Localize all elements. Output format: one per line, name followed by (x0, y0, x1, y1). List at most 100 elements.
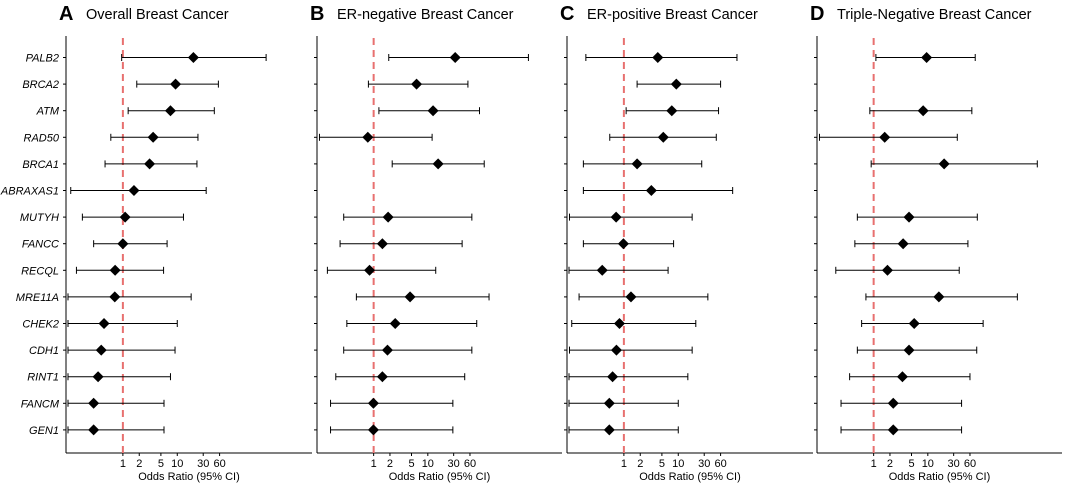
odds-ratio-marker (921, 52, 933, 63)
odds-ratio-marker (187, 52, 199, 63)
gene-label-rad50: RAD50 (24, 132, 60, 144)
odds-ratio-marker (908, 318, 920, 329)
odds-ratio-marker (903, 211, 915, 223)
panel-title: ER-positive Breast Cancer (587, 7, 758, 23)
x-tick-label: 30 (448, 458, 460, 470)
odds-ratio-marker (617, 238, 629, 250)
odds-ratio-marker (881, 264, 893, 276)
odds-ratio-marker (887, 424, 899, 436)
odds-ratio-marker (607, 371, 619, 383)
odds-ratio-marker (128, 185, 140, 196)
odds-ratio-marker (666, 105, 678, 117)
x-tick-label: 1 (371, 458, 377, 470)
odds-ratio-marker (917, 105, 929, 117)
odds-ratio-marker (896, 371, 908, 383)
x-tick-label: 2 (387, 458, 393, 470)
odds-ratio-marker (109, 291, 121, 303)
odds-ratio-marker (98, 318, 110, 329)
x-tick-label: 5 (908, 458, 914, 470)
gene-label-mre11a: MRE11A (16, 292, 59, 304)
gene-label-abraxas1: ABRAXAS1 (0, 186, 59, 198)
odds-ratio-marker (897, 238, 909, 250)
odds-ratio-marker (144, 158, 156, 170)
x-tick-label: 5 (158, 458, 164, 470)
odds-ratio-marker (404, 291, 416, 303)
x-tick-label: 60 (964, 458, 976, 470)
panel-letter: B (310, 3, 324, 25)
x-axis-label: Odds Ratio (95% CI) (639, 471, 740, 483)
x-tick-label: 10 (422, 458, 434, 470)
x-tick-label: 30 (197, 458, 209, 470)
odds-ratio-marker (449, 52, 461, 63)
odds-ratio-marker (95, 344, 107, 356)
odds-ratio-marker (596, 264, 608, 276)
panel-c: C ER-positive Breast Cancer 1 2 5 10 30 60Odds … (560, 3, 813, 483)
panel-title: Overall Breast Cancer (86, 7, 229, 23)
gene-label-cdh1: CDH1 (29, 345, 59, 357)
x-axis-label: Odds Ratio (95% CI) (138, 471, 239, 483)
gene-label-gen1: GEN1 (29, 425, 59, 437)
odds-ratio-marker (411, 78, 423, 90)
odds-ratio-marker (381, 344, 393, 356)
x-tick-label: 1 (871, 458, 877, 470)
x-tick-label: 30 (698, 458, 710, 470)
odds-ratio-marker (613, 318, 625, 329)
odds-ratio-marker (610, 344, 622, 356)
odds-ratio-marker (903, 344, 915, 356)
gene-label-rint1: RINT1 (27, 372, 59, 384)
odds-ratio-marker (933, 291, 945, 303)
odds-ratio-marker (432, 158, 444, 170)
gene-label-fancc: FANCC (22, 239, 59, 251)
x-tick-label: 60 (714, 458, 726, 470)
gene-label-brca1: BRCA1 (22, 159, 59, 171)
odds-ratio-marker (625, 291, 637, 303)
odds-ratio-marker (887, 397, 899, 409)
odds-ratio-marker (88, 424, 100, 436)
odds-ratio-marker (164, 105, 176, 117)
odds-ratio-marker (657, 131, 669, 143)
panel-title: Triple-Negative Breast Cancer (837, 7, 1032, 23)
panel-letter: D (810, 3, 824, 25)
odds-ratio-marker (376, 238, 388, 250)
odds-ratio-marker (879, 131, 891, 143)
odds-ratio-marker (652, 52, 664, 63)
panel-b: B ER-negative Breast Cancer 1 2 5 10 30 60Odds … (310, 3, 562, 483)
odds-ratio-marker (631, 158, 643, 170)
odds-ratio-marker (147, 131, 159, 143)
x-axis-label: Odds Ratio (95% CI) (389, 471, 490, 483)
odds-ratio-marker (603, 424, 615, 436)
odds-ratio-marker (389, 318, 401, 329)
gene-label-brca2: BRCA2 (22, 79, 59, 91)
gene-label-recql: RECQL (21, 265, 59, 277)
x-tick-label: 2 (136, 458, 142, 470)
odds-ratio-marker (376, 371, 388, 383)
odds-ratio-marker (92, 371, 104, 383)
panel-letter: C (560, 3, 574, 25)
odds-ratio-marker (382, 211, 394, 223)
x-tick-label: 60 (464, 458, 476, 470)
panel-d: D Triple-Negative Breast Cancer 1 2 5 10 30 60O… (810, 3, 1062, 483)
x-tick-label: 1 (120, 458, 126, 470)
x-tick-label: 10 (672, 458, 684, 470)
odds-ratio-marker (938, 158, 950, 170)
x-tick-label: 10 (171, 458, 183, 470)
x-tick-label: 5 (659, 458, 665, 470)
gene-label-atm: ATM (36, 106, 60, 118)
odds-ratio-marker (645, 185, 657, 196)
x-tick-label: 5 (408, 458, 414, 470)
x-tick-label: 60 (213, 458, 225, 470)
odds-ratio-marker (109, 264, 121, 276)
odds-ratio-marker (603, 397, 615, 409)
x-axis-label: Odds Ratio (95% CI) (889, 471, 990, 483)
odds-ratio-marker (427, 105, 439, 117)
gene-label-chek2: CHEK2 (22, 319, 59, 331)
panel-letter: A (59, 3, 73, 25)
x-tick-label: 10 (922, 458, 934, 470)
odds-ratio-marker (117, 238, 129, 250)
odds-ratio-marker (364, 264, 376, 276)
x-tick-label: 30 (948, 458, 960, 470)
panel-title: ER-negative Breast Cancer (337, 7, 514, 23)
odds-ratio-marker (88, 397, 100, 409)
